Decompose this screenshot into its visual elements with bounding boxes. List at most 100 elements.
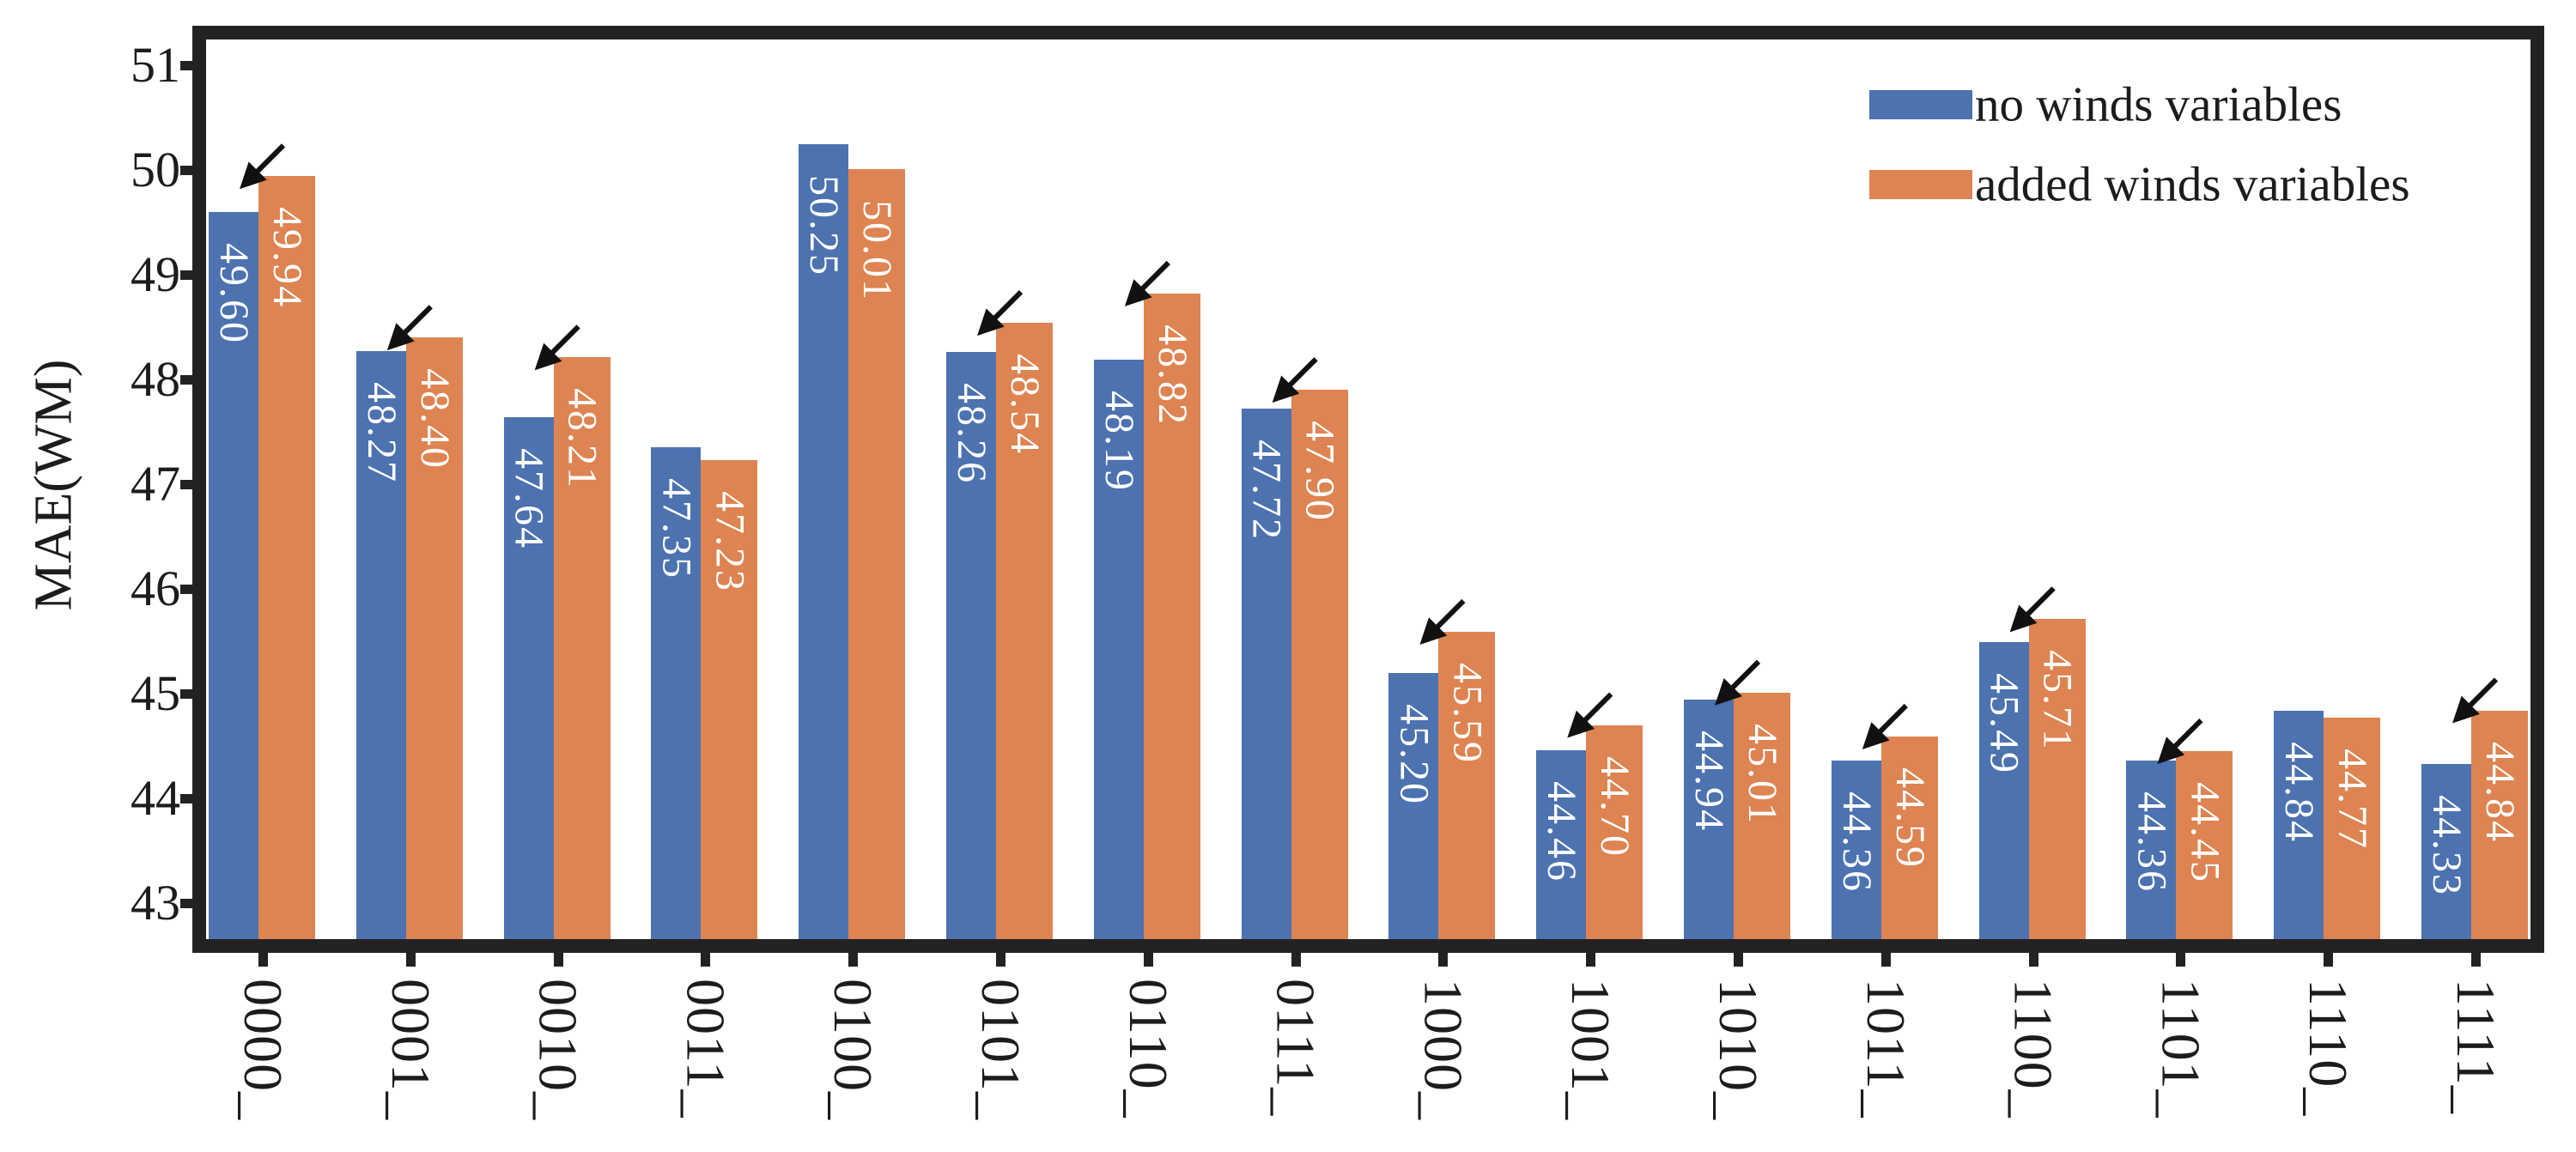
y-tick-mark: [180, 270, 194, 280]
y-tick-label: 45: [131, 665, 180, 721]
x-tick-mark: [2324, 953, 2334, 967]
y-tick-label: 47: [131, 456, 180, 512]
bar-no-winds: [209, 211, 258, 939]
bar-value-label: 48.54: [1002, 354, 1048, 456]
y-tick-label: 43: [131, 875, 180, 931]
plot-frame: [192, 26, 2544, 953]
x-tick-mark: [1586, 953, 1596, 967]
bar-added-winds: [2471, 710, 2528, 939]
bar-value-label: 48.26: [949, 383, 994, 485]
y-tick-label: 49: [131, 246, 180, 302]
bar-added-winds: [996, 323, 1053, 939]
x-tick-mark: [996, 953, 1005, 967]
x-tick-label: 0000_: [233, 979, 294, 1120]
bar-no-winds: [946, 352, 996, 939]
y-tick-mark: [180, 689, 194, 699]
x-tick-mark: [1291, 953, 1301, 967]
bar-value-label: 44.33: [2424, 794, 2470, 896]
x-tick-mark: [258, 953, 268, 967]
bar-no-winds: [2126, 761, 2177, 939]
y-tick-label: 44: [131, 770, 180, 826]
bar-value-label: 45.59: [1444, 663, 1491, 765]
x-tick-label: 0101_: [970, 979, 1031, 1120]
bar-no-winds: [1093, 359, 1144, 939]
x-tick-mark: [553, 953, 563, 967]
bar-value-label: 48.19: [1096, 390, 1142, 492]
bar-added-winds: [2028, 619, 2086, 939]
bar-value-label: 44.46: [1539, 780, 1585, 882]
bar-no-winds: [1536, 749, 1587, 939]
bar-no-winds: [503, 416, 554, 939]
x-tick-label: 1011_: [1855, 979, 1917, 1119]
bar-value-label: 45.49: [1981, 673, 2027, 775]
x-tick-label: 1111_: [2445, 979, 2506, 1114]
bar-value-label: 44.36: [1833, 791, 1880, 894]
bar-no-winds: [355, 351, 406, 939]
y-tick-mark: [180, 899, 194, 908]
bar-added-winds: [1143, 293, 1200, 939]
y-tick-mark: [180, 166, 194, 175]
bar-no-winds: [1831, 761, 1881, 939]
x-tick-mark: [2471, 953, 2481, 967]
bar-added-winds: [405, 337, 463, 939]
bar-added-winds: [1586, 725, 1643, 939]
y-tick-mark: [180, 794, 194, 803]
x-tick-mark: [701, 953, 711, 967]
bar-no-winds: [2274, 710, 2324, 939]
bar-value-label: 45.71: [2034, 650, 2081, 752]
x-tick-mark: [848, 953, 859, 967]
bar-value-label: 47.72: [1243, 440, 1290, 542]
bar-no-winds: [2421, 763, 2471, 939]
x-tick-label: 0100_: [823, 979, 884, 1120]
bar-no-winds: [1978, 642, 2029, 939]
bar-value-label: 48.27: [358, 382, 404, 484]
bar-value-label: 44.77: [2330, 749, 2376, 851]
bar-value-label: 44.94: [1686, 731, 1732, 833]
y-tick-mark: [180, 585, 194, 594]
bar-value-label: 44.36: [2129, 791, 2175, 894]
bar-value-label: 49.94: [264, 207, 310, 309]
legend-label-no-winds: no winds variables: [1975, 77, 2342, 132]
y-tick-mark: [180, 61, 194, 70]
x-tick-mark: [2028, 953, 2038, 967]
x-tick-mark: [2176, 953, 2186, 967]
bar-value-label: 47.35: [653, 478, 700, 580]
bar-added-winds: [1880, 737, 1938, 939]
legend-label-added-winds: added winds variables: [1975, 157, 2410, 212]
x-tick-label: 1100_: [2002, 979, 2064, 1119]
bar-value-label: 44.84: [2477, 741, 2523, 843]
x-tick-label: 1001_: [1560, 979, 1622, 1120]
x-tick-mark: [405, 953, 416, 967]
legend-swatch-no-winds: [1869, 90, 1972, 119]
bar-value-label: 48.21: [559, 388, 605, 490]
bar-added-winds: [258, 176, 315, 939]
bar-value-label: 44.84: [2276, 741, 2323, 843]
bar-value-label: 45.20: [1391, 703, 1437, 805]
bar-value-label: 44.45: [2182, 782, 2228, 884]
bar-no-winds: [799, 143, 849, 939]
y-tick-label: 51: [131, 37, 180, 93]
y-tick-label: 50: [131, 142, 180, 197]
bar-added-winds: [553, 357, 611, 939]
x-tick-mark: [1880, 953, 1891, 967]
y-tick-mark: [180, 375, 194, 385]
bar-value-label: 47.90: [1297, 421, 1343, 523]
bar-no-winds: [1684, 700, 1734, 939]
bar-value-label: 47.64: [506, 447, 552, 549]
bar-added-winds: [848, 168, 906, 939]
x-tick-label: 0110_: [1117, 979, 1179, 1119]
bar-added-winds: [2176, 751, 2233, 939]
bar-added-winds: [2324, 718, 2381, 939]
x-tick-mark: [1734, 953, 1743, 967]
bar-no-winds: [1388, 672, 1439, 939]
x-tick-label: 1010_: [1708, 979, 1769, 1120]
x-tick-label: 1110_: [2298, 979, 2360, 1117]
bar-added-winds: [1438, 632, 1496, 939]
bar-added-winds: [1291, 390, 1348, 939]
x-tick-label: 1000_: [1413, 979, 1474, 1120]
bar-value-label: 50.01: [854, 199, 901, 301]
x-tick-label: 0001_: [380, 979, 441, 1120]
x-tick-label: 0011_: [675, 979, 737, 1119]
x-tick-label: 1101_: [2150, 979, 2212, 1119]
